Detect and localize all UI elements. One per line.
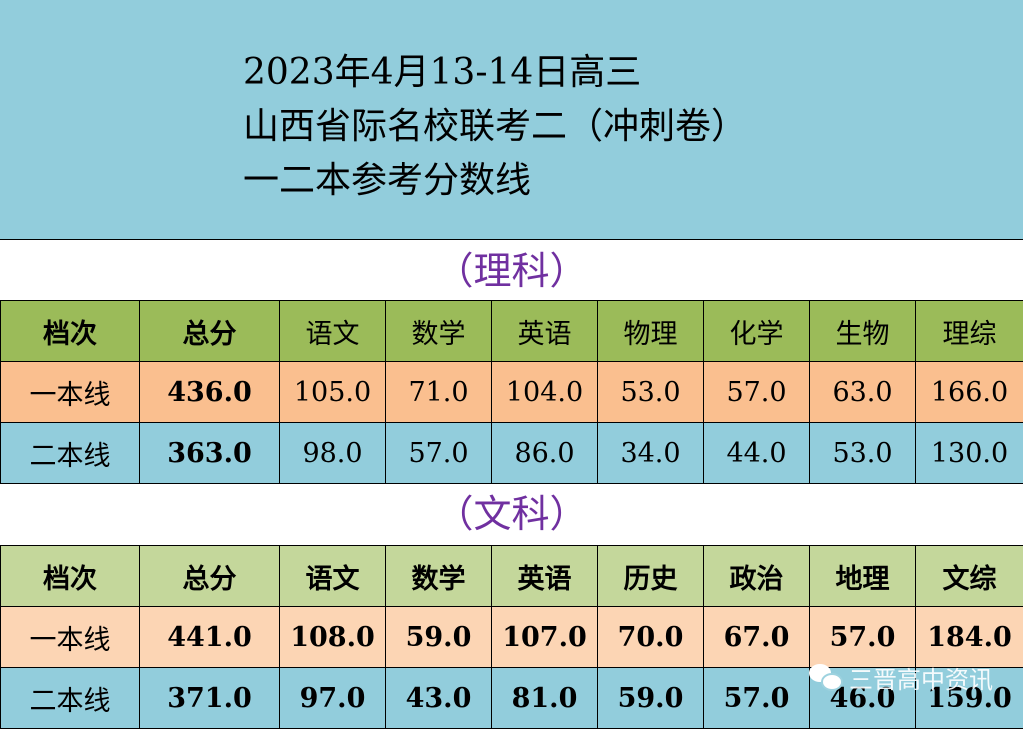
table-cell: 104.0 (492, 362, 598, 423)
table-cell: 总分 (140, 301, 280, 362)
table-cell: 59.0 (386, 607, 492, 668)
table-cell: 98.0 (280, 423, 386, 484)
table-cell: 文综 (916, 546, 1023, 607)
table-cell: 53.0 (598, 362, 704, 423)
table-cell: 363.0 (140, 423, 280, 484)
table-cell: 105.0 (280, 362, 386, 423)
table-cell: 107.0 (492, 607, 598, 668)
table-cell: 43.0 (386, 668, 492, 729)
table-cell: 语文 (280, 546, 386, 607)
table-cell: 物理 (598, 301, 704, 362)
table-cell: 71.0 (386, 362, 492, 423)
table-cell: 44.0 (704, 423, 810, 484)
title-line: 山西省际名校联考二（冲刺卷） (243, 100, 747, 154)
table-cell: 441.0 (140, 607, 280, 668)
table-cell: 化学 (704, 301, 810, 362)
table-cell: 57.0 (810, 607, 916, 668)
table-cell: 67.0 (704, 607, 810, 668)
title-line: 2023年4月13-14日高三 (243, 46, 747, 100)
table-cell: 数学 (386, 546, 492, 607)
table-cell: 地理 (810, 546, 916, 607)
table-cell: 生物 (810, 301, 916, 362)
table-cell: 70.0 (598, 607, 704, 668)
table-cell: 34.0 (598, 423, 704, 484)
title-line: 一二本参考分数线 (243, 154, 747, 208)
table-cell: 81.0 (492, 668, 598, 729)
table-cell: 97.0 (280, 668, 386, 729)
section-title-li: （理科） (0, 241, 1023, 302)
table-cell: 二本线 (1, 668, 140, 729)
table-cell: 57.0 (704, 668, 810, 729)
table-cell: 一本线 (1, 607, 140, 668)
table-cell: 130.0 (916, 423, 1023, 484)
table-cell: 英语 (492, 546, 598, 607)
title-banner: 2023年4月13-14日高三 山西省际名校联考二（冲刺卷） 一二本参考分数线 (0, 0, 1023, 240)
table-cell: 53.0 (810, 423, 916, 484)
table-header-row: 档次总分语文数学英语历史政治地理文综 (1, 546, 1023, 607)
table-cell: 一本线 (1, 362, 140, 423)
table-cell: 57.0 (386, 423, 492, 484)
table-cell: 档次 (1, 301, 140, 362)
table-cell: 数学 (386, 301, 492, 362)
wechat-icon (809, 664, 843, 692)
table-cell: 371.0 (140, 668, 280, 729)
table-cell: 总分 (140, 546, 280, 607)
table-cell: 语文 (280, 301, 386, 362)
table-cell: 184.0 (916, 607, 1023, 668)
table-cell: 二本线 (1, 423, 140, 484)
table-cell: 59.0 (598, 668, 704, 729)
table-cell: 政治 (704, 546, 810, 607)
table-cell: 英语 (492, 301, 598, 362)
table-cell: 436.0 (140, 362, 280, 423)
watermark-text: 三晋高中资讯 (849, 660, 993, 695)
table-cell: 57.0 (704, 362, 810, 423)
table-header-row: 档次总分语文数学英语物理化学生物理综 (1, 301, 1023, 362)
table-cell: 理综 (916, 301, 1023, 362)
table-cell: 档次 (1, 546, 140, 607)
table-cell: 108.0 (280, 607, 386, 668)
watermark: 三晋高中资讯 (809, 660, 993, 695)
table-cell: 86.0 (492, 423, 598, 484)
section-title-wen: （文科） (0, 484, 1023, 545)
table-cell: 63.0 (810, 362, 916, 423)
page-title: 2023年4月13-14日高三 山西省际名校联考二（冲刺卷） 一二本参考分数线 (243, 46, 747, 208)
table-cell: 历史 (598, 546, 704, 607)
table-cell: 166.0 (916, 362, 1023, 423)
